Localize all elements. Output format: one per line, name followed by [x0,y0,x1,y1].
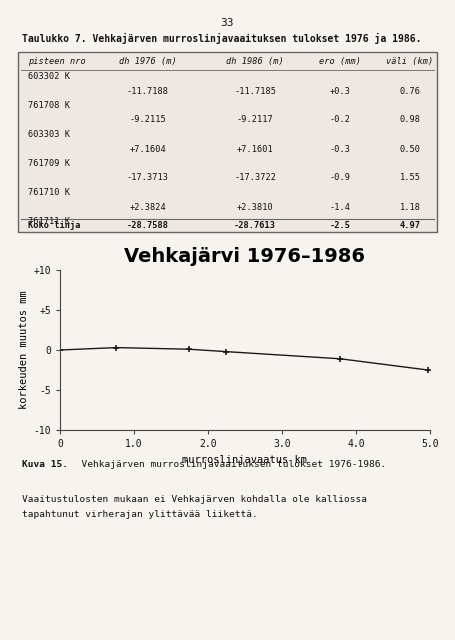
Text: 0.50: 0.50 [399,145,420,154]
Text: tapahtunut virherajan ylittävää liikettä.: tapahtunut virherajan ylittävää liikettä… [22,510,258,519]
Text: -11.7185: -11.7185 [234,86,276,95]
Text: +2.3824: +2.3824 [130,202,167,211]
Text: 603302 K: 603302 K [28,72,70,81]
Text: -17.3722: -17.3722 [234,173,276,182]
Text: -0.9: -0.9 [329,173,350,182]
Text: -0.2: -0.2 [329,115,350,125]
Text: -17.3713: -17.3713 [127,173,169,182]
Text: -28.7613: -28.7613 [234,221,276,230]
Text: ero (mm): ero (mm) [319,57,361,66]
Text: -9.2117: -9.2117 [237,115,273,125]
Text: 4.97: 4.97 [399,221,420,230]
Text: 761711 K: 761711 K [28,217,70,226]
Text: +7.1601: +7.1601 [237,145,273,154]
Y-axis label: korkeuden muutos mm: korkeuden muutos mm [19,291,29,410]
Text: 0.98: 0.98 [399,115,420,125]
Text: +2.3810: +2.3810 [237,202,273,211]
Text: 1.55: 1.55 [399,173,420,182]
Text: -11.7188: -11.7188 [127,86,169,95]
Text: 761708 K: 761708 K [28,101,70,110]
Text: Taulukko 7. Vehkajärven murroslinjavaaituksen tulokset 1976 ja 1986.: Taulukko 7. Vehkajärven murroslinjavaait… [22,33,421,44]
Text: dh 1986 (m): dh 1986 (m) [226,57,284,66]
Text: Vaaitustulosten mukaan ei Vehkajärven kohdalla ole kalliossa: Vaaitustulosten mukaan ei Vehkajärven ko… [22,495,367,504]
Text: +0.3: +0.3 [329,86,350,95]
Text: -9.2115: -9.2115 [130,115,167,125]
FancyBboxPatch shape [18,52,437,232]
Text: 0.76: 0.76 [399,86,420,95]
Text: Kuva 15.: Kuva 15. [22,460,68,469]
Text: 761710 K: 761710 K [28,188,70,197]
Text: 33: 33 [220,18,234,28]
Text: -0.3: -0.3 [329,145,350,154]
Text: Vehkajärven murroslinjavaaituksen tulokset 1976-1986.: Vehkajärven murroslinjavaaituksen tuloks… [70,460,386,469]
Text: 1.18: 1.18 [399,202,420,211]
Title: Vehkajärvi 1976–1986: Vehkajärvi 1976–1986 [125,246,365,266]
Text: 603303 K: 603303 K [28,130,70,139]
Text: -2.5: -2.5 [329,221,350,230]
Text: Koko linja: Koko linja [28,221,81,230]
X-axis label: murroslinjavaatus km: murroslinjavaatus km [182,454,308,465]
Text: väli (km): väli (km) [386,57,434,66]
Text: -1.4: -1.4 [329,202,350,211]
Text: dh 1976 (m): dh 1976 (m) [119,57,177,66]
Text: pisteen nro: pisteen nro [28,57,86,66]
Text: +7.1604: +7.1604 [130,145,167,154]
Text: 761709 K: 761709 K [28,159,70,168]
Text: -28.7588: -28.7588 [127,221,169,230]
